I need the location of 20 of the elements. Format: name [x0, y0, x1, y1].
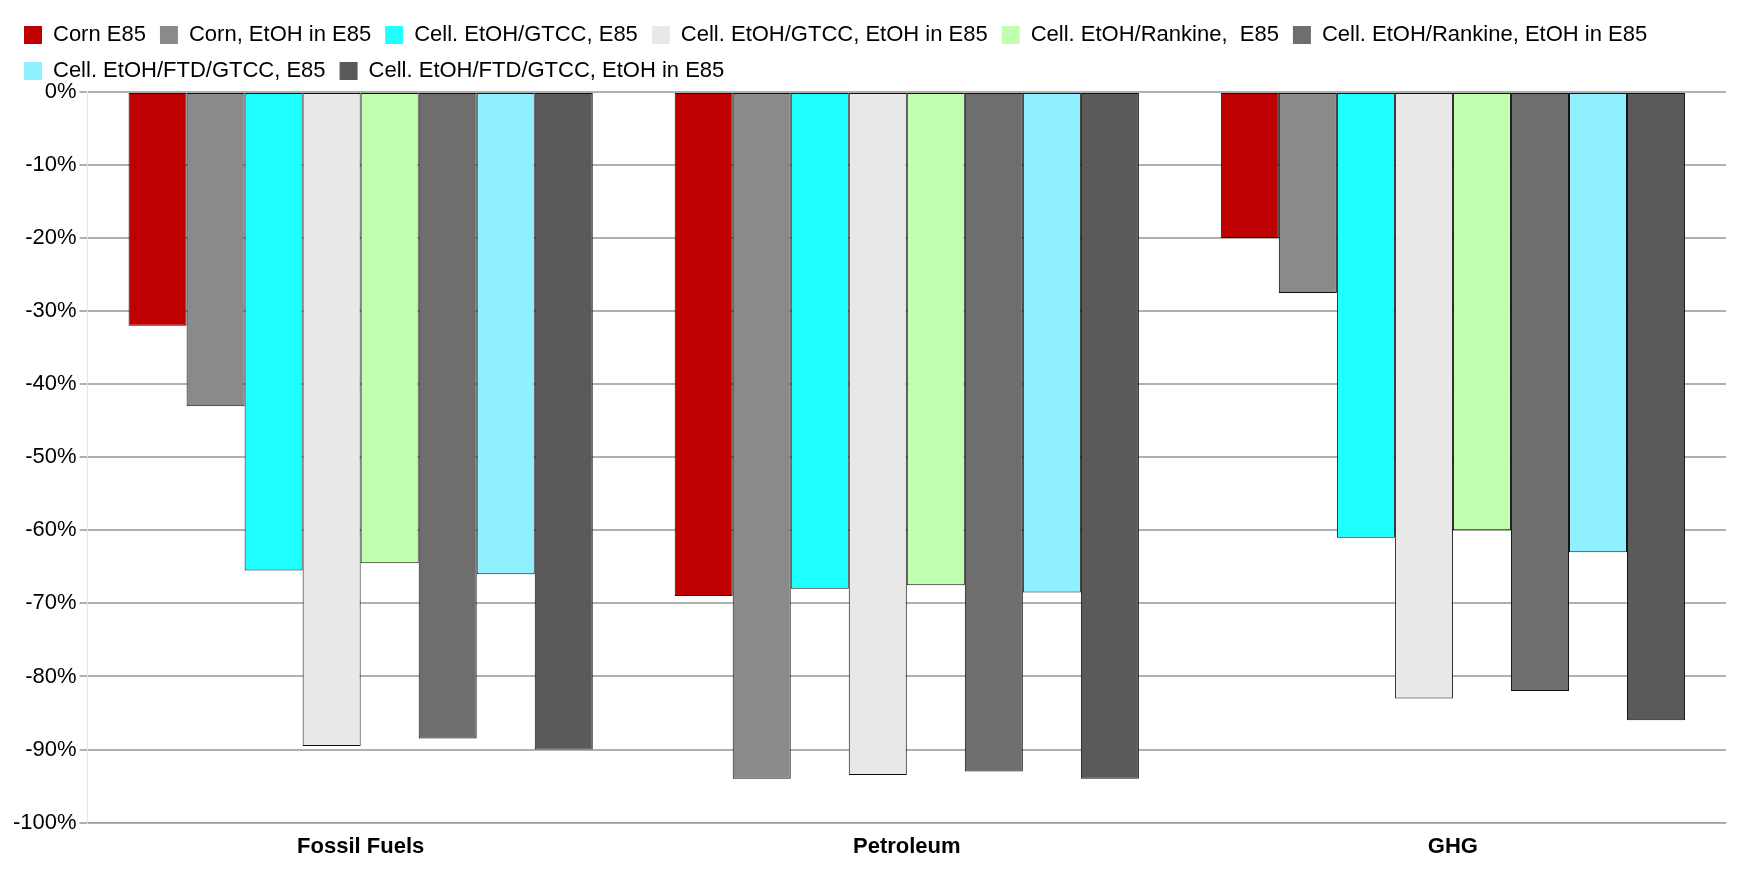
y-tick-label: -80% — [25, 662, 77, 688]
legend-label: Corn E85 — [53, 21, 146, 47]
x-tick-label: Fossil Fuels — [297, 832, 425, 858]
y-tick-label: -30% — [25, 297, 77, 323]
x-tick-label: Petroleum — [853, 832, 961, 858]
legend-label: Cell. EtOH/Rankine, E85 — [1030, 21, 1279, 47]
legend-label: Cell. EtOH/FTD/GTCC, EtOH in E85 — [368, 57, 725, 83]
y-tick-label: -50% — [25, 443, 77, 469]
y-tick-label: -10% — [25, 151, 77, 177]
y-tick-label: -100% — [13, 808, 77, 834]
legend-label: Cell. EtOH/Rankine, EtOH in E85 — [1321, 21, 1648, 47]
legend-label: Cell. EtOH/GTCC, E85 — [414, 21, 638, 47]
x-tick-label: GHG — [1427, 832, 1478, 858]
legend-label: Corn, EtOH in E85 — [188, 21, 372, 47]
legend-label: Cell. EtOH/GTCC, EtOH in E85 — [680, 21, 988, 47]
y-tick-label: -40% — [25, 370, 77, 396]
y-tick-label: -60% — [25, 516, 77, 542]
y-tick-label: -20% — [25, 224, 77, 250]
y-tick-label: -70% — [25, 589, 77, 615]
y-tick-label: -90% — [25, 735, 77, 761]
